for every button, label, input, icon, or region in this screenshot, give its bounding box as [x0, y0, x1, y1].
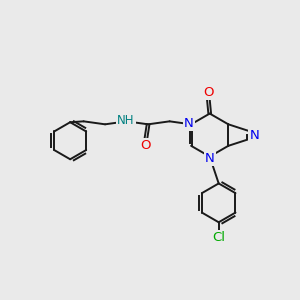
Text: O: O [140, 139, 151, 152]
Text: N: N [249, 133, 259, 146]
Text: N: N [205, 152, 214, 165]
Text: N: N [249, 129, 259, 142]
Text: O: O [203, 86, 214, 99]
Text: N: N [184, 117, 194, 130]
Text: NH: NH [117, 114, 135, 127]
Text: Cl: Cl [212, 231, 225, 244]
